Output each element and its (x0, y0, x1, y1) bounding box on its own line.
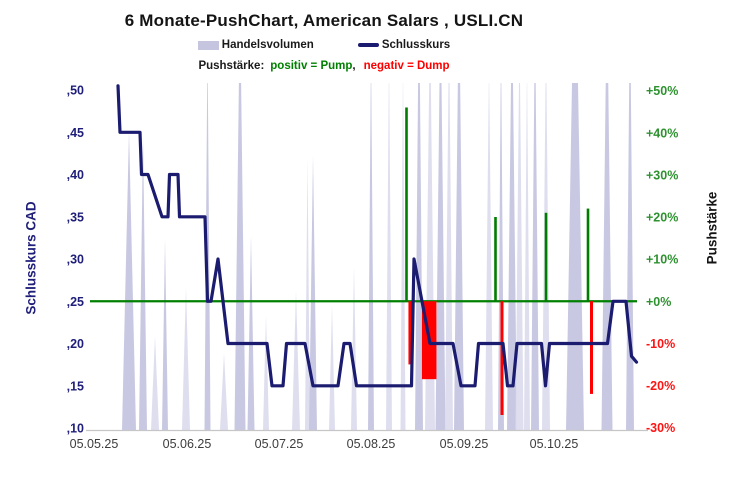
volume-spike (151, 336, 159, 430)
left-axis-tick: ,35 (67, 210, 84, 224)
left-axis-tick: ,25 (67, 295, 84, 309)
volume-spike (305, 159, 310, 430)
left-axis-tick: ,30 (67, 253, 84, 267)
push-strength-legend: Pushstärke: positiv = Pump, negativ = Dump (0, 60, 648, 72)
volume-spike (626, 83, 634, 430)
volume-spike (531, 83, 539, 430)
volume-spike (445, 83, 453, 430)
right-axis-tick: +40% (646, 126, 678, 140)
chart-legend: Handelsvolumen Schlusskurs (0, 39, 648, 51)
dump-bar (590, 301, 593, 394)
volume-spike (566, 83, 584, 430)
volume-spike (507, 83, 517, 430)
volume-spike (515, 83, 524, 430)
close-line-swatch-icon (357, 43, 379, 47)
right-axis-tick: +20% (646, 211, 678, 225)
x-axis-tick: 05.09.25 (440, 437, 489, 451)
volume-spike (454, 83, 464, 430)
push-legend-separator: , (352, 60, 356, 72)
legend-close-label: Schlusskurs (381, 39, 451, 51)
x-axis-tick: 05.07.25 (255, 437, 304, 451)
right-axis-tick: +50% (646, 84, 678, 98)
volume-spike (329, 305, 335, 430)
pump-bar (544, 212, 548, 302)
legend-volume-label: Handelsvolumen (221, 39, 314, 51)
legend-item-volume: Handelsvolumen (197, 39, 314, 51)
right-axis-tick: +10% (646, 253, 678, 267)
x-axis-tick: 05.08.25 (347, 437, 396, 451)
chart-title: 6 Monate-PushChart, American Salars , US… (124, 11, 524, 30)
right-axis-tick: +30% (646, 168, 678, 182)
volume-spike (400, 83, 406, 430)
volume-spike (351, 266, 357, 430)
right-axis-tick: -30% (646, 421, 675, 435)
x-axis-tick: 05.06.25 (163, 437, 212, 451)
right-axis-tick: -10% (646, 337, 675, 351)
pump-bar (494, 217, 497, 302)
volume-spike (247, 235, 255, 430)
volume-spike (263, 315, 269, 430)
volume-spike (485, 83, 493, 430)
volume-spike (524, 83, 530, 430)
left-axis-tick: ,40 (67, 168, 84, 182)
push-legend-positive: positiv = Pump (270, 60, 353, 72)
push-legend-negative: negativ = Dump (363, 60, 450, 72)
volume-spike (220, 353, 228, 430)
right-axis-tick: -20% (646, 379, 675, 393)
volume-swatch-icon (197, 40, 219, 50)
volume-spike (368, 83, 374, 430)
volume-spike (122, 131, 136, 430)
right-axis-tick: +0% (646, 295, 671, 309)
volume-spike (182, 287, 190, 430)
left-axis-tick: ,10 (67, 422, 84, 436)
pump-bar (405, 107, 408, 302)
dump-bar (408, 301, 412, 365)
push-legend-prefix: Pushstärke: (198, 60, 265, 72)
close-price-line (116, 84, 639, 388)
volume-spike (309, 155, 317, 430)
left-axis-tick: ,45 (67, 126, 84, 140)
left-axis-tick: ,20 (67, 337, 84, 351)
left-axis-tick: ,15 (67, 379, 84, 393)
volume-spike (415, 83, 423, 430)
volume-spike (435, 83, 446, 430)
x-axis-tick: 05.10.25 (530, 437, 579, 451)
x-axis-tick: 05.05.25 (70, 437, 119, 451)
legend-item-close: Schlusskurs (357, 39, 451, 51)
dump-bar (500, 301, 504, 415)
volume-spike (234, 83, 246, 430)
volume-spike (601, 83, 613, 430)
left-axis-tick: ,50 (67, 84, 84, 98)
volume-series (122, 83, 634, 430)
volume-spike (386, 83, 392, 430)
volume-spike (162, 239, 168, 430)
pump-bar (586, 208, 590, 302)
volume-spike (139, 136, 147, 430)
volume-spike (292, 291, 300, 430)
